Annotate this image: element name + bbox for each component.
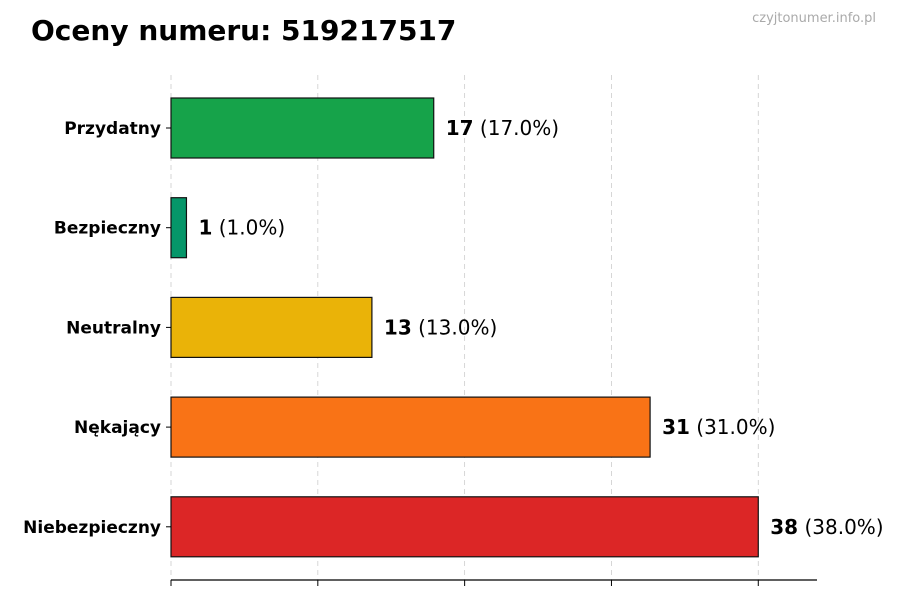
value-label: 38 bbox=[770, 515, 798, 539]
value-label: 1 bbox=[198, 216, 212, 240]
data-label: 17 (17.0%) bbox=[446, 116, 559, 140]
value-label: 31 bbox=[662, 415, 690, 439]
data-label: 1 (1.0%) bbox=[198, 216, 285, 240]
category-label: Nękający bbox=[74, 418, 161, 438]
value-label: 13 bbox=[384, 315, 412, 339]
category-label: Przydatny bbox=[64, 119, 161, 139]
percent-label: (13.0%) bbox=[412, 315, 498, 339]
percent-label: (38.0%) bbox=[798, 515, 884, 539]
bar bbox=[170, 296, 373, 358]
bar bbox=[170, 97, 435, 159]
category-label: Bezpieczny bbox=[54, 219, 161, 239]
data-label: 31 (31.0%) bbox=[662, 415, 775, 439]
watermark: czyjtonumer.info.pl bbox=[752, 11, 876, 26]
category-label: Niebezpieczny bbox=[23, 518, 161, 538]
percent-label: (17.0%) bbox=[474, 116, 560, 140]
bar bbox=[170, 197, 188, 259]
percent-label: (31.0%) bbox=[690, 415, 776, 439]
category-label: Neutralny bbox=[66, 318, 161, 338]
value-label: 17 bbox=[446, 116, 474, 140]
chart-title: Oceny numeru: 519217517 bbox=[31, 14, 456, 47]
data-label: 13 (13.0%) bbox=[384, 315, 497, 339]
bar bbox=[170, 496, 759, 558]
bar bbox=[170, 396, 651, 458]
percent-label: (1.0%) bbox=[212, 216, 285, 240]
data-label: 38 (38.0%) bbox=[770, 515, 883, 539]
